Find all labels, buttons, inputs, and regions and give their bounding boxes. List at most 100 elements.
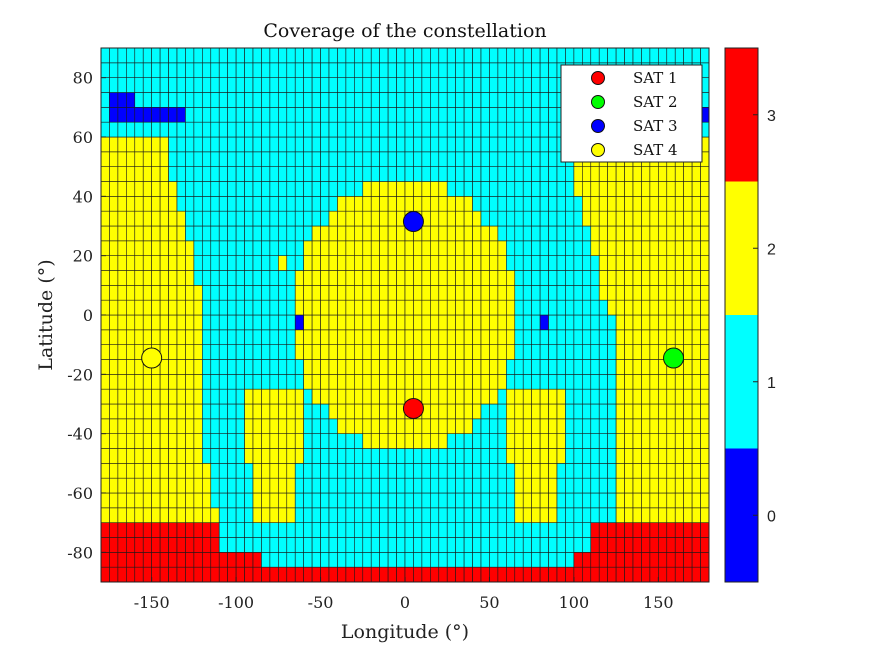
coverage-cell	[497, 77, 507, 93]
coverage-cell	[632, 166, 642, 182]
coverage-cell	[151, 477, 161, 494]
coverage-cell	[252, 403, 262, 420]
coverage-cell	[480, 507, 490, 523]
coverage-cell	[632, 196, 642, 212]
coverage-cell	[303, 136, 313, 153]
coverage-cell	[244, 92, 254, 108]
coverage-cell	[354, 255, 364, 271]
coverage-cell	[658, 314, 668, 331]
coverage-cell	[615, 166, 625, 182]
coverage-cell	[472, 255, 482, 271]
coverage-cell	[354, 329, 364, 345]
coverage-cell	[109, 463, 119, 479]
coverage-cell	[430, 388, 440, 405]
coverage-cell	[235, 255, 245, 271]
coverage-cell	[269, 418, 279, 434]
coverage-cell	[261, 255, 271, 271]
coverage-cell	[480, 121, 490, 138]
coverage-cell	[294, 374, 304, 390]
coverage-cell	[598, 166, 608, 182]
coverage-cell	[134, 47, 144, 64]
coverage-cell	[472, 285, 482, 301]
coverage-cell	[100, 62, 110, 78]
coverage-cell	[202, 522, 212, 538]
coverage-cell	[244, 477, 254, 494]
coverage-cell	[185, 566, 195, 583]
coverage-cell	[565, 196, 575, 212]
coverage-cell	[328, 552, 338, 568]
coverage-cell	[480, 166, 490, 182]
coverage-cell	[497, 196, 507, 212]
coverage-cell	[303, 566, 313, 583]
coverage-cell	[565, 566, 575, 583]
coverage-cell	[354, 492, 364, 509]
coverage-cell	[100, 166, 110, 182]
coverage-cell	[497, 255, 507, 271]
coverage-cell	[489, 522, 499, 538]
coverage-cell	[235, 285, 245, 301]
coverage-cell	[227, 418, 237, 434]
coverage-cell	[235, 47, 245, 64]
coverage-cell	[303, 522, 313, 538]
coverage-cell	[387, 92, 397, 108]
coverage-cell	[430, 136, 440, 153]
coverage-cell	[109, 552, 119, 568]
coverage-cell	[159, 255, 169, 271]
coverage-cell	[497, 374, 507, 390]
coverage-cell	[269, 344, 279, 360]
coverage-cell	[641, 166, 651, 182]
coverage-cell	[514, 136, 524, 153]
coverage-cell	[480, 285, 490, 301]
coverage-cell	[489, 329, 499, 345]
coverage-cell	[193, 344, 203, 360]
coverage-cell	[218, 388, 228, 405]
coverage-cell	[159, 537, 169, 553]
coverage-cell	[134, 92, 144, 108]
coverage-cell	[649, 448, 659, 464]
coverage-cell	[472, 388, 482, 405]
y-tick-label: 20	[73, 247, 93, 266]
coverage-cell	[649, 255, 659, 271]
coverage-cell	[362, 121, 372, 138]
coverage-cell	[641, 329, 651, 345]
coverage-cell	[522, 121, 532, 138]
coverage-cell	[497, 433, 507, 449]
coverage-cell	[286, 299, 296, 316]
coverage-cell	[261, 477, 271, 494]
coverage-cell	[193, 107, 203, 123]
coverage-cell	[573, 270, 583, 286]
coverage-cell	[548, 537, 558, 553]
coverage-cell	[235, 418, 245, 434]
coverage-cell	[159, 196, 169, 212]
coverage-cell	[202, 92, 212, 108]
coverage-cell	[421, 329, 431, 345]
coverage-cell	[294, 285, 304, 301]
coverage-cell	[641, 418, 651, 434]
coverage-cell	[658, 433, 668, 449]
coverage-cell	[506, 121, 516, 138]
coverage-cell	[294, 403, 304, 420]
coverage-cell	[430, 448, 440, 464]
coverage-cell	[235, 196, 245, 212]
coverage-cell	[683, 225, 693, 242]
coverage-cell	[396, 566, 406, 583]
coverage-cell	[548, 329, 558, 345]
coverage-cell	[615, 240, 625, 256]
coverage-cell	[607, 403, 617, 420]
coverage-cell	[345, 552, 355, 568]
coverage-cell	[202, 270, 212, 286]
coverage-cell	[522, 151, 532, 167]
coverage-cell	[311, 566, 321, 583]
coverage-cell	[472, 329, 482, 345]
coverage-cell	[421, 240, 431, 256]
coverage-cell	[269, 151, 279, 167]
coverage-cell	[413, 344, 423, 360]
coverage-cell	[455, 448, 465, 464]
coverage-cell	[286, 537, 296, 553]
coverage-cell	[151, 433, 161, 449]
coverage-cell	[176, 314, 186, 331]
coverage-cell	[126, 285, 136, 301]
coverage-cell	[328, 344, 338, 360]
coverage-cell	[548, 448, 558, 464]
coverage-cell	[582, 270, 592, 286]
